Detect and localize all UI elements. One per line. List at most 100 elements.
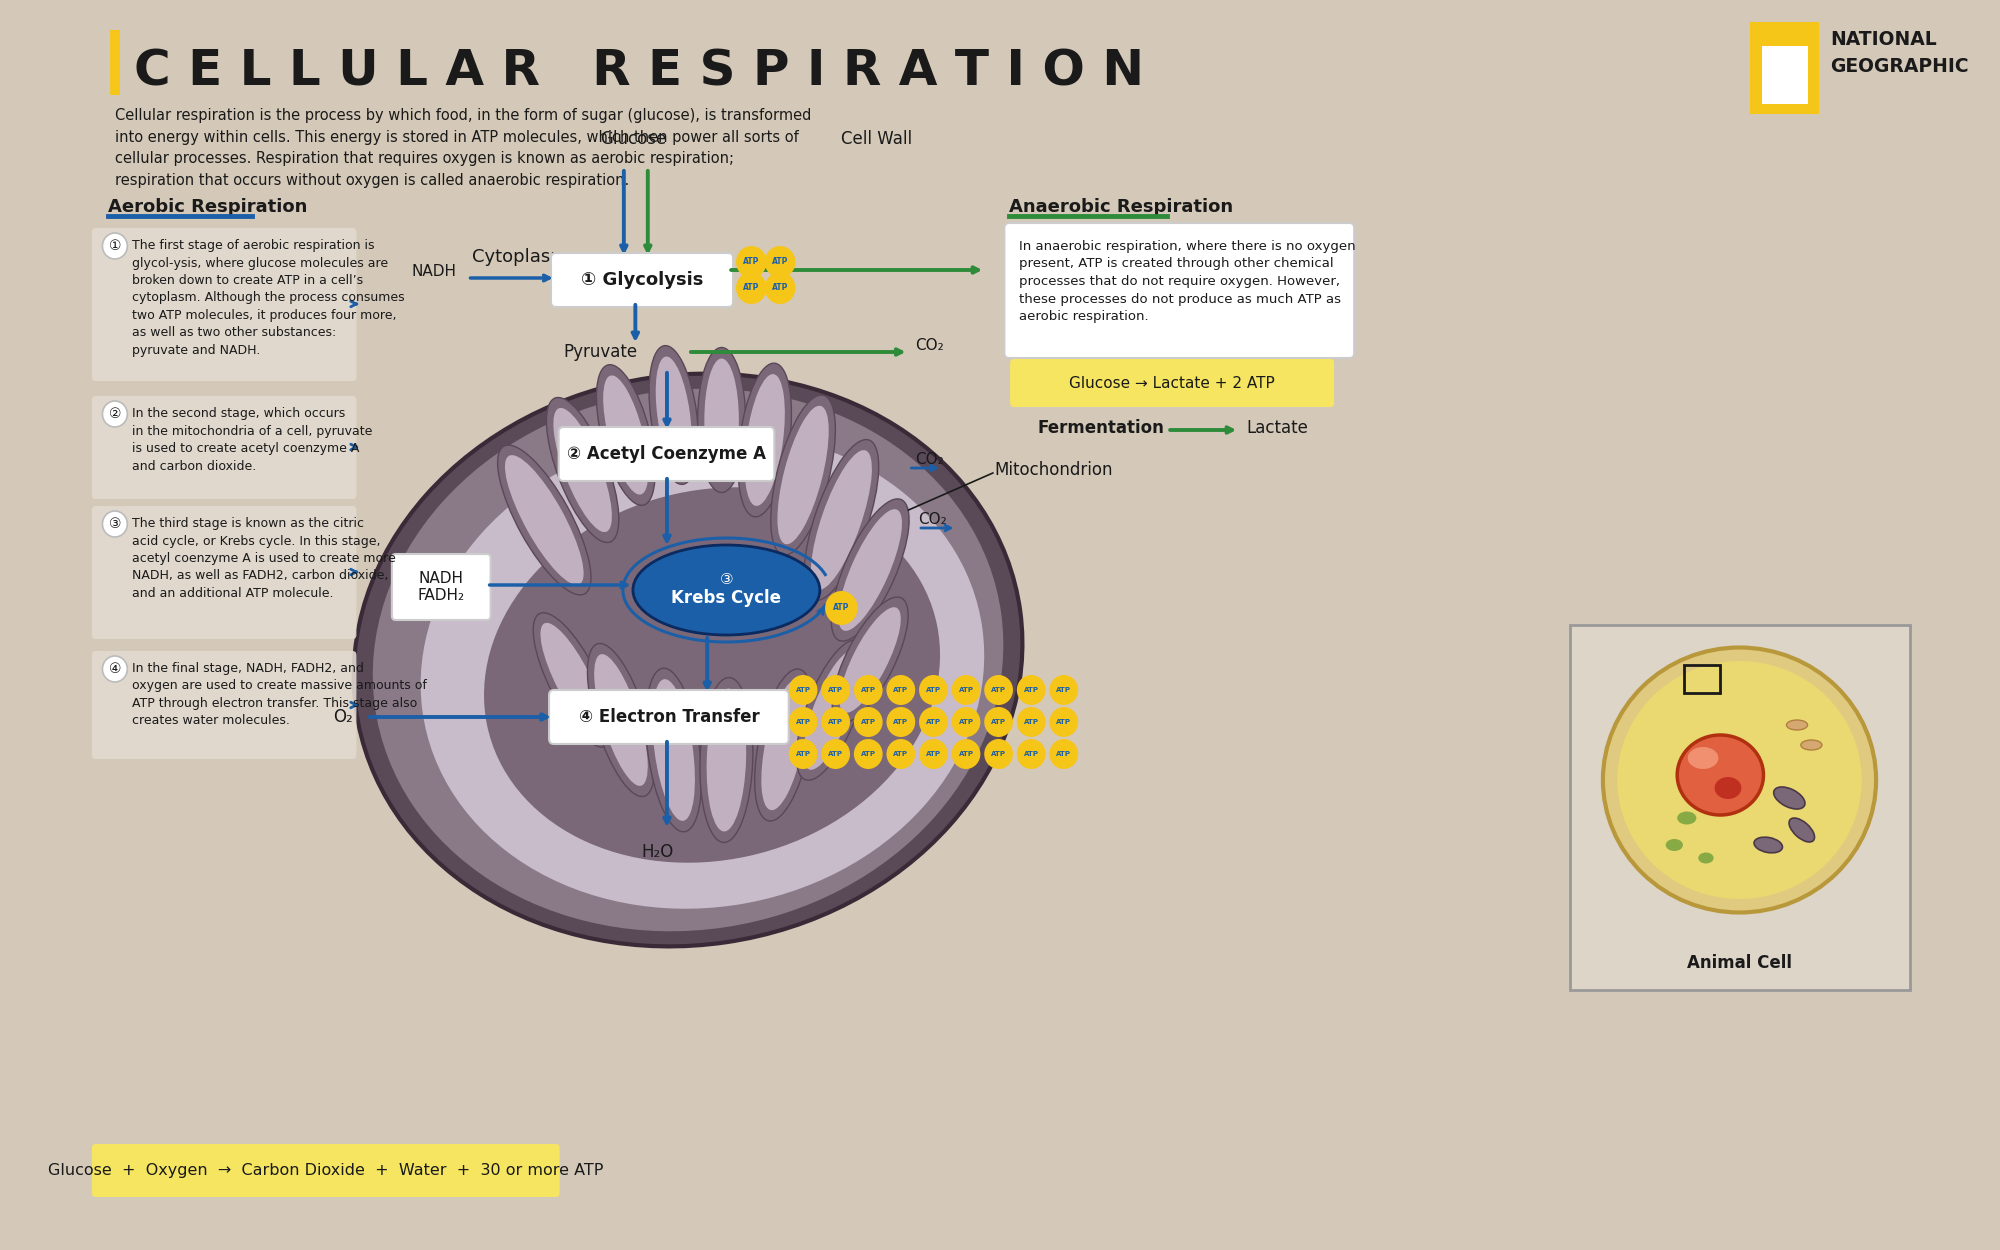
Ellipse shape (832, 598, 908, 722)
Ellipse shape (540, 622, 606, 738)
Circle shape (952, 707, 980, 737)
FancyBboxPatch shape (92, 506, 356, 639)
Text: O₂: O₂ (334, 707, 354, 726)
Ellipse shape (1800, 740, 1822, 750)
Text: ATP: ATP (1024, 688, 1038, 692)
Circle shape (854, 707, 882, 737)
Ellipse shape (698, 348, 746, 493)
Bar (1762, 46, 1808, 104)
Text: ATP: ATP (926, 688, 940, 692)
Text: Cell Wall: Cell Wall (842, 130, 912, 148)
Text: Cytoplasm: Cytoplasm (472, 248, 568, 266)
FancyBboxPatch shape (92, 651, 356, 759)
Circle shape (886, 707, 916, 737)
Text: ATP: ATP (1024, 751, 1038, 758)
FancyBboxPatch shape (92, 396, 356, 499)
Ellipse shape (504, 455, 584, 585)
Circle shape (952, 675, 980, 705)
Circle shape (102, 232, 128, 259)
Ellipse shape (1678, 735, 1764, 815)
Text: Glucose: Glucose (600, 130, 666, 148)
Ellipse shape (594, 654, 648, 786)
Text: Aerobic Respiration: Aerobic Respiration (108, 198, 308, 216)
Text: ATP: ATP (1056, 751, 1072, 758)
Circle shape (886, 675, 916, 705)
Ellipse shape (1678, 811, 1696, 825)
Ellipse shape (632, 545, 820, 635)
Ellipse shape (604, 375, 648, 495)
Text: ATP: ATP (894, 751, 908, 758)
Text: ②: ② (108, 408, 122, 421)
Text: ①: ① (108, 239, 122, 252)
Text: ATP: ATP (992, 688, 1006, 692)
Circle shape (764, 246, 796, 278)
Text: ATP: ATP (894, 719, 908, 725)
Text: ATP: ATP (772, 258, 788, 266)
Ellipse shape (554, 408, 612, 532)
Text: ATP: ATP (796, 751, 810, 758)
Text: ATP: ATP (834, 604, 850, 612)
Text: ATP: ATP (992, 751, 1006, 758)
Text: ATP: ATP (958, 719, 974, 725)
Text: ATP: ATP (860, 688, 876, 692)
Text: ④: ④ (108, 662, 122, 676)
Text: Animal Cell: Animal Cell (1686, 954, 1792, 972)
Ellipse shape (484, 488, 940, 862)
Ellipse shape (588, 644, 654, 796)
Circle shape (984, 739, 1012, 769)
Ellipse shape (656, 356, 692, 474)
Text: NADH
FADH₂: NADH FADH₂ (418, 571, 464, 604)
Ellipse shape (1754, 838, 1782, 852)
Ellipse shape (652, 679, 694, 821)
Text: ATP: ATP (828, 688, 844, 692)
Text: ② Acetyl Coenzyme A: ② Acetyl Coenzyme A (566, 445, 766, 462)
Text: C E L L U L A R   R E S P I R A T I O N: C E L L U L A R R E S P I R A T I O N (134, 48, 1144, 96)
Text: The third stage is known as the citric
acid cycle, or Krebs cycle. In this stage: The third stage is known as the citric a… (132, 518, 396, 600)
FancyBboxPatch shape (92, 228, 356, 381)
Text: Fermentation: Fermentation (1038, 419, 1164, 437)
Circle shape (1050, 739, 1078, 769)
Circle shape (1050, 675, 1078, 705)
Ellipse shape (420, 431, 984, 909)
Bar (1750, 22, 1820, 114)
Text: ④ Electron Transfer: ④ Electron Transfer (578, 707, 760, 726)
Circle shape (1016, 739, 1046, 769)
Circle shape (822, 707, 850, 737)
Circle shape (788, 675, 818, 705)
Circle shape (826, 591, 858, 625)
Text: ATP: ATP (1056, 688, 1072, 692)
Ellipse shape (546, 398, 618, 542)
Text: Cellular respiration is the process by which food, in the form of sugar (glucose: Cellular respiration is the process by w… (114, 107, 812, 188)
Bar (1684, 665, 1720, 692)
Text: ATP: ATP (744, 258, 760, 266)
Circle shape (886, 739, 916, 769)
Text: ③: ③ (720, 572, 734, 588)
Ellipse shape (534, 612, 612, 748)
Ellipse shape (832, 499, 910, 641)
Text: ATP: ATP (1024, 719, 1038, 725)
Text: ATP: ATP (958, 751, 974, 758)
Ellipse shape (1666, 839, 1682, 851)
Text: ATP: ATP (1056, 719, 1072, 725)
Text: CO₂: CO₂ (916, 338, 944, 352)
FancyBboxPatch shape (92, 1144, 560, 1198)
Ellipse shape (1786, 720, 1808, 730)
Circle shape (1016, 707, 1046, 737)
Text: ATP: ATP (860, 751, 876, 758)
Text: CO₂: CO₂ (916, 452, 944, 468)
Circle shape (764, 272, 796, 304)
Ellipse shape (804, 650, 860, 770)
Ellipse shape (704, 359, 738, 481)
Circle shape (822, 739, 850, 769)
Circle shape (1050, 707, 1078, 737)
Circle shape (788, 739, 818, 769)
Text: ATP: ATP (744, 284, 760, 292)
Text: ATP: ATP (796, 719, 810, 725)
Circle shape (952, 739, 980, 769)
Text: Glucose  +  Oxygen  →  Carbon Dioxide  +  Water  +  30 or more ATP: Glucose + Oxygen → Carbon Dioxide + Wate… (48, 1162, 604, 1177)
Ellipse shape (354, 374, 1022, 946)
Text: The first stage of aerobic respiration is
glycol­ysis, where glucose molecules a: The first stage of aerobic respiration i… (132, 239, 404, 358)
Text: ① Glycolysis: ① Glycolysis (580, 271, 704, 289)
Circle shape (1016, 675, 1046, 705)
Ellipse shape (838, 509, 902, 631)
